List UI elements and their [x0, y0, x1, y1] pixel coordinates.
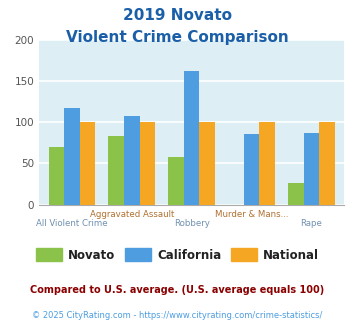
Bar: [80, 122, 95, 205]
Legend: Novato, California, National: Novato, California, National: [32, 244, 323, 266]
Bar: [49, 147, 64, 205]
Bar: [319, 122, 335, 205]
Text: 2019 Novato: 2019 Novato: [123, 8, 232, 23]
Bar: [304, 133, 319, 205]
Bar: [168, 157, 184, 205]
Text: Violent Crime Comparison: Violent Crime Comparison: [66, 30, 289, 45]
Bar: [124, 116, 140, 205]
Bar: [200, 122, 215, 205]
Text: All Violent Crime: All Violent Crime: [36, 219, 108, 228]
Text: Murder & Mans...: Murder & Mans...: [215, 210, 288, 218]
Bar: [140, 122, 155, 205]
Bar: [64, 108, 80, 205]
Bar: [288, 183, 304, 205]
Text: Rape: Rape: [300, 219, 322, 228]
Text: © 2025 CityRating.com - https://www.cityrating.com/crime-statistics/: © 2025 CityRating.com - https://www.city…: [32, 311, 323, 320]
Text: Aggravated Assault: Aggravated Assault: [90, 210, 174, 218]
Text: Compared to U.S. average. (U.S. average equals 100): Compared to U.S. average. (U.S. average …: [31, 285, 324, 295]
Bar: [184, 71, 200, 205]
Text: Robbery: Robbery: [174, 219, 210, 228]
Bar: [244, 134, 260, 205]
Bar: [109, 136, 124, 205]
Bar: [260, 122, 275, 205]
